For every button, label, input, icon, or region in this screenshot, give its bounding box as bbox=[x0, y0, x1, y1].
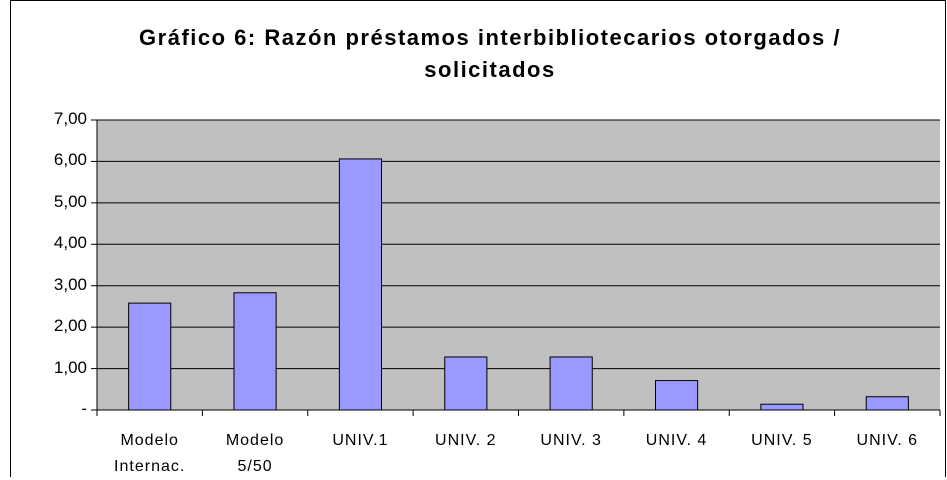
y-tick-label: 1,00 bbox=[53, 357, 87, 377]
x-tick-label: UNIV. 3 bbox=[540, 432, 602, 449]
x-tick-label: UNIV. 6 bbox=[856, 432, 919, 449]
x-tick-label: UNIV.1 bbox=[332, 432, 389, 449]
bar bbox=[865, 396, 909, 411]
bar bbox=[444, 356, 488, 411]
x-tick-label: Modelo Internac. bbox=[114, 432, 186, 475]
y-tick-label: - bbox=[81, 399, 87, 418]
x-tick-label: UNIV. 2 bbox=[435, 432, 497, 449]
x-tick-label: Modelo 5/50 bbox=[225, 432, 285, 475]
y-tick-label: 7,00 bbox=[53, 109, 87, 128]
chart-title: Gráfico 6: Razón préstamos interbibliote… bbox=[139, 25, 841, 82]
bar bbox=[338, 158, 383, 411]
bar bbox=[233, 292, 277, 411]
bar bbox=[549, 356, 593, 411]
y-tick-label: 5,00 bbox=[53, 191, 87, 211]
x-tick-label: UNIV. 5 bbox=[751, 432, 813, 449]
y-tick-label: 3,00 bbox=[53, 274, 87, 294]
plot-area bbox=[97, 120, 940, 410]
y-tick-label: 2,00 bbox=[53, 316, 87, 336]
bar bbox=[654, 380, 699, 411]
y-tick-label: 6,00 bbox=[53, 150, 87, 170]
bar bbox=[128, 302, 172, 411]
bar bbox=[760, 403, 804, 411]
x-tick-label: UNIV. 4 bbox=[645, 432, 708, 449]
chart-frame bbox=[10, 0, 946, 477]
y-tick-label: 4,00 bbox=[53, 233, 87, 253]
